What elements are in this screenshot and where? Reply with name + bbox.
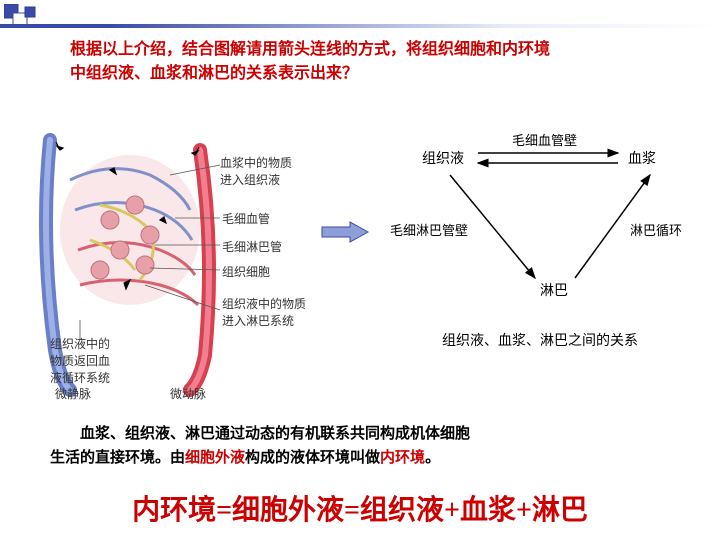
anat-label-to-lymph: 组织液中的物质进入淋巴系统 — [222, 295, 306, 329]
tri-caption: 组织液、血浆、淋巴之间的关系 — [380, 330, 700, 350]
tri-node-tissue-fluid: 组织液 — [422, 148, 464, 168]
anat-label-return-blood: 组织液中的物质返回血液循环系统 — [50, 335, 110, 386]
anat-label-lymph-capillary: 毛细淋巴管 — [222, 238, 282, 255]
tri-label-lymph-circ: 淋巴循环 — [630, 220, 682, 239]
para-red-2: 内环境 — [380, 449, 425, 466]
anat-label-capillary: 毛细血管 — [222, 210, 270, 227]
equation-line: 内环境=细胞外液=组织液+血浆+淋巴 — [0, 488, 720, 528]
instruction-line1: 根据以上介绍，结合图解请用箭头连线的方式，将组织细胞和内环境 — [70, 38, 660, 62]
tri-label-capillary-wall: 毛细血管壁 — [512, 130, 577, 149]
para-text-2b: 构成的液体环境叫做 — [245, 449, 380, 466]
flow-arrow-icon — [320, 220, 370, 249]
para-text-1: 血浆、组织液、淋巴通过动态的有机联系共同构成机体细胞 — [80, 425, 470, 442]
instruction-text: 根据以上介绍，结合图解请用箭头连线的方式，将组织细胞和内环境 中组织液、血浆和淋… — [70, 38, 660, 86]
conclusion-paragraph: 血浆、组织液、淋巴通过动态的有机联系共同构成机体细胞 生活的直接环境。由细胞外液… — [50, 422, 670, 470]
anatomy-illustration: 血浆中的物质进入组织液 毛细血管 毛细淋巴管 组织细胞 组织液中的物质进入淋巴系… — [20, 110, 310, 400]
slide-header-border — [0, 0, 720, 30]
tri-node-lymph: 淋巴 — [540, 280, 568, 300]
anat-label-venule: 微静脉 — [55, 385, 91, 402]
para-red-1: 细胞外液 — [185, 449, 245, 466]
corner-decoration — [4, 4, 54, 35]
triangle-diagram: 组织液 血浆 淋巴 毛细血管壁 毛细淋巴管壁 淋巴循环 组织液、血浆、淋巴之间的… — [380, 120, 700, 350]
anat-label-tissue-cell: 组织细胞 — [222, 263, 270, 280]
equation-text: 内环境=细胞外液=组织液+血浆+淋巴 — [132, 495, 588, 526]
tri-label-lymph-wall: 毛细淋巴管壁 — [390, 220, 468, 239]
para-text-2c: 。 — [425, 449, 440, 466]
para-text-2a: 生活的直接环境。由 — [50, 449, 185, 466]
header-gradient-line — [0, 24, 720, 28]
tri-node-plasma: 血浆 — [628, 148, 656, 168]
instruction-line2: 中组织液、血浆和淋巴的关系表示出来？ — [70, 62, 660, 86]
anat-label-arteriole: 微动脉 — [170, 385, 206, 402]
anat-label-plasma-to-tissue: 血浆中的物质进入组织液 — [220, 154, 292, 188]
